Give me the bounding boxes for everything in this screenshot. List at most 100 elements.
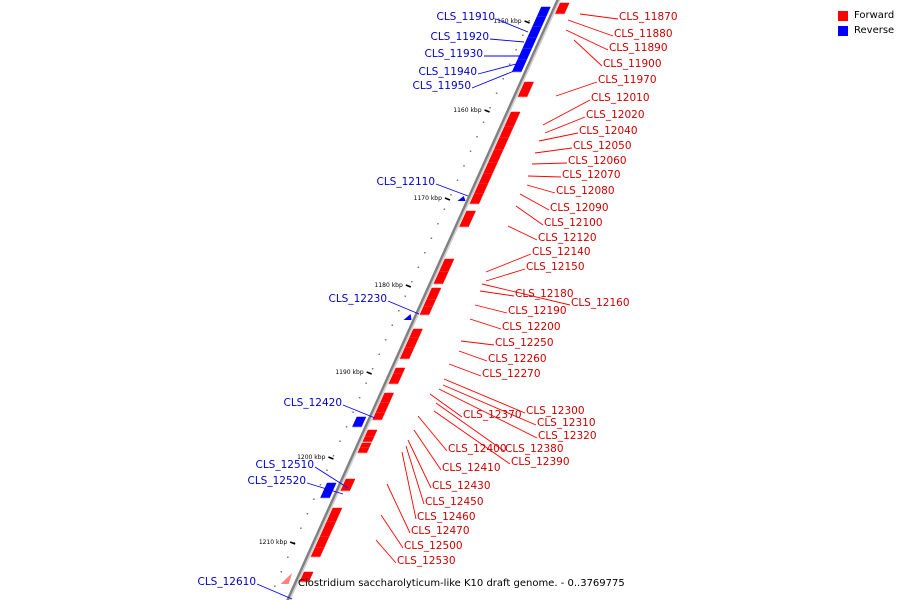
forward-gene-label: CLS_12370 (463, 409, 522, 421)
minor-tick (326, 469, 328, 471)
forward-gene-connector (485, 268, 526, 282)
minor-tick (463, 165, 465, 167)
minor-tick (274, 585, 276, 587)
major-tick (289, 541, 296, 545)
major-tick (444, 197, 451, 201)
forward-gene-connector (567, 19, 614, 37)
reverse-gene-label: CLS_12110 (377, 176, 436, 188)
forward-gene-label: CLS_12120 (538, 232, 597, 244)
forward-gene-connector (531, 162, 568, 165)
forward-gene-label: CLS_11870 (619, 11, 678, 23)
minor-tick (476, 136, 478, 138)
forward-gene-connector (460, 340, 495, 346)
major-tick (484, 109, 490, 113)
minor-tick (352, 411, 354, 413)
reverse-gene-label: CLS_11940 (419, 66, 478, 78)
major-tick (366, 371, 372, 375)
minor-tick (456, 179, 459, 181)
forward-gene-label: CLS_12430 (432, 480, 491, 492)
backbone-shadow (287, 0, 561, 600)
minor-tick (365, 382, 367, 384)
forward-gene-arrow (372, 412, 386, 421)
minor-tick (345, 426, 348, 428)
minor-tick (404, 295, 407, 297)
map-caption: Clostridium saccharolyticum-like K10 dra… (298, 578, 625, 589)
tick-label: 1200 kbp (297, 454, 325, 461)
forward-gene-label: CLS_12310 (537, 417, 596, 429)
forward-gene-arrow (364, 429, 378, 438)
reverse-gene-connector (256, 583, 293, 600)
forward-gene-arrow (422, 299, 436, 308)
forward-gene-connector (519, 193, 550, 211)
reverse-gene-arrow (457, 196, 466, 201)
forward-gene-connector (515, 205, 544, 226)
minor-tick (528, 20, 530, 22)
reverse-gene-connector (387, 300, 420, 315)
forward-gene-connector (438, 388, 538, 439)
forward-gene-label: CLS_12090 (550, 202, 609, 214)
forward-gene-label: CLS_11880 (614, 28, 673, 40)
forward-gene-label: CLS_12190 (508, 305, 567, 317)
tick-label: 1160 kbp (453, 107, 481, 114)
backbone (286, 0, 559, 600)
major-tick (328, 456, 334, 460)
tick-label: 1170 kbp (414, 195, 442, 202)
forward-gene-label: CLS_12160 (571, 297, 630, 309)
reverse-gene-connector (306, 482, 344, 495)
reverse-gene-label: CLS_11910 (437, 11, 496, 23)
minor-tick (417, 266, 420, 268)
forward-gene-connector (485, 253, 532, 273)
reverse-gene-label: CLS_12230 (329, 293, 388, 305)
forward-gene-connector (433, 410, 511, 465)
forward-gene-connector (413, 429, 442, 471)
minor-tick (411, 281, 413, 283)
reverse-gene-connector (342, 404, 376, 419)
reverse-gene-label: CLS_11950 (413, 80, 472, 92)
reverse-gene-connector (471, 68, 520, 89)
forward-gene-connector (579, 13, 619, 20)
forward-gene-connector (386, 483, 411, 534)
forward-gene-connector (429, 393, 463, 418)
reverse-swatch (838, 25, 848, 36)
forward-gene-label: CLS_12050 (573, 140, 632, 152)
tick-label: 1210 kbp (259, 539, 287, 546)
major-tick (405, 284, 412, 288)
minor-tick (391, 324, 393, 326)
forward-gene-label: CLS_12080 (556, 185, 615, 197)
reverse-gene-label: CLS_12510 (256, 459, 315, 471)
minor-tick (521, 34, 524, 36)
forward-gene-arrow (392, 367, 406, 375)
minor-tick (424, 252, 426, 254)
reverse-gene-connector (477, 62, 521, 75)
minor-tick (437, 223, 439, 225)
forward-gene-connector (534, 147, 573, 154)
forward-gene-label: CLS_12530 (397, 555, 456, 567)
legend-reverse-label: Reverse (854, 25, 895, 36)
reverse-gene-arrow (511, 59, 527, 73)
reverse-gene-connector (495, 18, 529, 33)
minor-tick (287, 556, 289, 558)
minor-tick (508, 63, 511, 65)
legend-reverse: Reverse (838, 23, 894, 38)
minor-tick (450, 194, 452, 196)
forward-gene-label: CLS_12010 (591, 92, 650, 104)
reverse-gene-label: CLS_11920 (431, 31, 490, 43)
reverse-gene-label: CLS_11930 (425, 48, 484, 60)
minor-tick (482, 121, 485, 123)
minor-tick (443, 208, 446, 210)
forward-gene-arrow (357, 447, 370, 454)
forward-gene-connector (527, 175, 562, 178)
reverse-gene-label: CLS_12520 (248, 475, 307, 487)
tick-label: 1180 kbp (375, 282, 403, 289)
minor-tick (332, 455, 335, 457)
reverse-gene-connector (435, 183, 469, 197)
forward-gene-connector (526, 184, 556, 194)
legend-forward-label: Forward (854, 10, 895, 21)
forward-gene-label: CLS_12060 (568, 155, 627, 167)
minor-tick (293, 542, 296, 544)
forward-gene-connector (448, 363, 482, 377)
forward-gene-connector (435, 402, 505, 452)
minor-tick (300, 527, 302, 529)
reverse-gene-arrow (531, 16, 547, 28)
reverse-gene-label: CLS_12610 (198, 576, 257, 588)
